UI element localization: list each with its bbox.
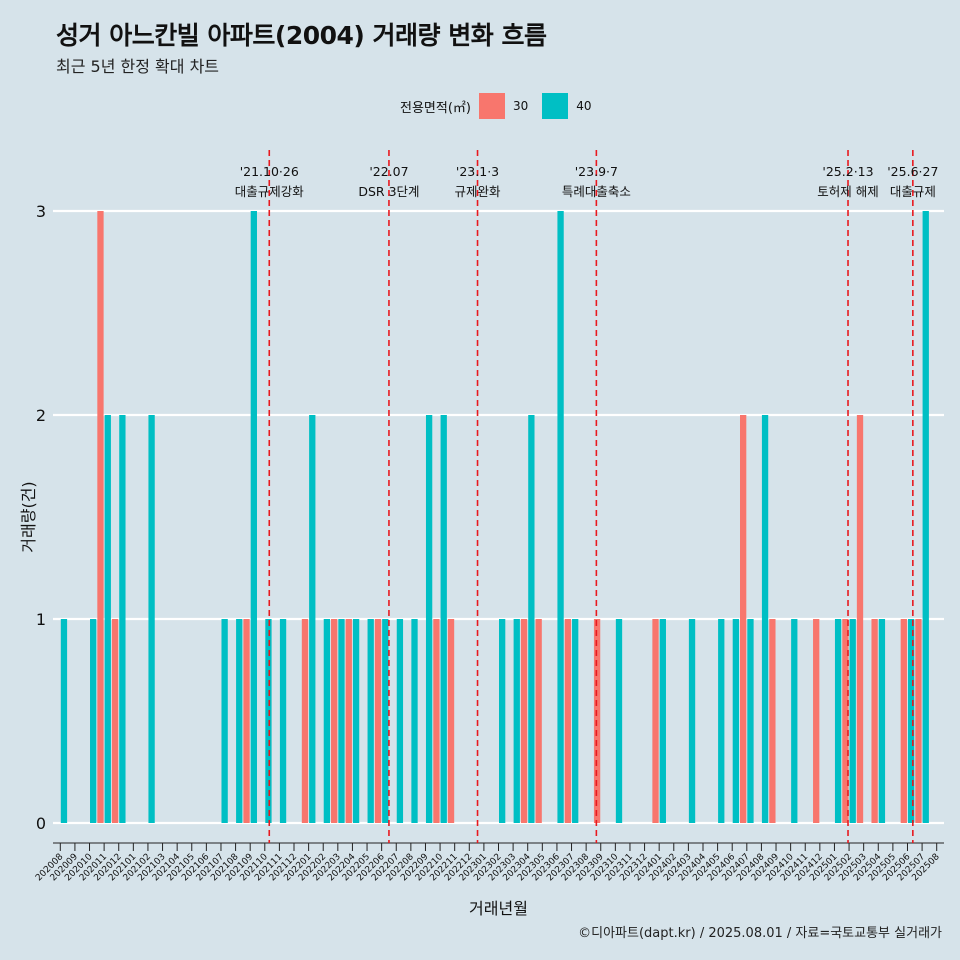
bar-202501-40: [834, 619, 842, 823]
y-tick-label: 3: [36, 202, 46, 221]
bar-202011-40: [104, 415, 111, 823]
bar-202205-40: [367, 619, 374, 823]
bar-202507-40: [922, 211, 929, 823]
bar-202109-30: [243, 619, 250, 823]
annotation-label-3: 규제완화: [455, 184, 502, 199]
annotation-label-4: 특례대출축소: [562, 184, 631, 199]
bar-202108-40: [236, 619, 243, 823]
legend-label-30: 30: [512, 99, 529, 113]
bar-202210-30: [433, 619, 440, 823]
bar-202302-40: [499, 619, 506, 823]
bar-202504-30: [871, 619, 878, 823]
bar-202207-40: [396, 619, 404, 823]
bar-202503-30: [856, 415, 864, 823]
bar-202408-40: [761, 415, 769, 823]
annotation-date-3: '23.1·3: [456, 164, 499, 179]
legend-label-40: 40: [576, 99, 592, 113]
chart-subtitle: 최근 5년 한정 확대 차트: [56, 57, 220, 76]
bar-202204-40: [352, 619, 360, 823]
annotation-label-1: 대출규제강화: [235, 184, 305, 199]
bar-202405-40: [718, 619, 725, 823]
legend-key-40: [542, 93, 569, 119]
annotation-label-6: 대출규제: [890, 184, 936, 199]
x-axis-title: 거래년월: [469, 899, 528, 918]
y-axis-title: 거래량(건): [19, 481, 38, 552]
bar-202304-30: [520, 619, 528, 823]
bar-202012-30: [111, 619, 119, 823]
bar-202111-40: [279, 619, 287, 823]
bar-202401-30: [652, 619, 659, 823]
bar-202502-40: [849, 619, 856, 823]
bar-202201-40: [309, 415, 316, 823]
source-caption: ©디아파트(dapt.kr) / 2025.08.01 / 자료=국토교통부 실…: [578, 926, 942, 941]
annotation-label-5: 토허제 해제: [817, 184, 878, 199]
bar-202407-40: [747, 619, 754, 823]
bar-202502-30: [842, 619, 849, 823]
bar-202203-40: [338, 619, 345, 823]
bar-202407-30: [740, 415, 747, 823]
bar-202202-40: [323, 619, 331, 823]
bar-202506-30: [900, 619, 907, 823]
annotation-label-2: DSR 3단계: [358, 184, 419, 199]
bar-202211-30: [447, 619, 455, 823]
bar-202504-40: [878, 619, 886, 823]
bar-202507-30: [915, 619, 922, 823]
bar-202304-40: [528, 415, 535, 823]
bar-202110-40: [265, 619, 272, 823]
bar-202206-40: [382, 619, 389, 823]
bar-202107-40: [221, 619, 228, 823]
bar-202412-30: [813, 619, 820, 823]
bar-202410-40: [791, 619, 798, 823]
bar-202307-30: [564, 619, 572, 823]
y-tick-label: 1: [36, 610, 46, 629]
bar-202403-40: [688, 619, 696, 823]
annotation-date-6: '25.6·27: [887, 164, 938, 179]
bar-202012-40: [119, 415, 126, 823]
bar-202210-40: [440, 415, 447, 823]
bar-202401-40: [659, 619, 666, 823]
annotation-date-2: '22.07: [369, 164, 408, 179]
legend: 전용면적(㎡) 30 40: [400, 93, 606, 119]
bar-202209-40: [425, 415, 433, 823]
bar-202201-30: [301, 619, 309, 823]
bar-202307-40: [572, 619, 579, 823]
annotation-date-4: '23.9·7: [575, 164, 618, 179]
bar-202208-40: [411, 619, 418, 823]
legend-title: 전용면적(㎡): [400, 100, 471, 116]
chart-title: 성거 아느칸빌 아파트(2004) 거래량 변화 흐름: [56, 21, 547, 50]
bar-202506-40: [907, 619, 915, 823]
bar-202102-40: [148, 415, 155, 823]
bar-202406-40: [732, 619, 740, 823]
bar-202310-40: [615, 619, 623, 823]
bar-202010-40: [90, 619, 97, 823]
bar-202409-30: [769, 619, 776, 823]
bar-202306-40: [557, 211, 564, 823]
bar-202008-40: [60, 619, 68, 823]
bar-202203-30: [331, 619, 338, 823]
bar-202204-30: [345, 619, 352, 823]
y-tick-label: 2: [36, 406, 46, 425]
bar-202011-30: [97, 211, 104, 823]
y-tick-label: 0: [36, 814, 46, 833]
bar-202206-30: [374, 619, 382, 823]
bar-202305-30: [535, 619, 542, 823]
legend-key-30: [478, 93, 505, 119]
annotation-date-5: '25.2·13: [822, 164, 873, 179]
annotation-date-1: '21.10·26: [240, 164, 299, 179]
bar-202109-40: [250, 211, 257, 823]
bar-202303-40: [513, 619, 520, 823]
